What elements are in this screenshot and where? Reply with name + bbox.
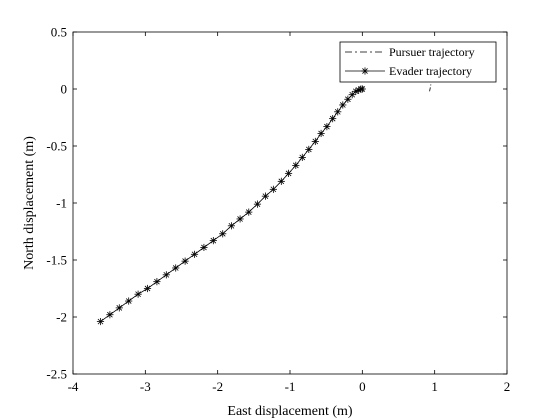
evader-point — [181, 257, 189, 265]
y-axis-label: North displacement (m) — [22, 136, 37, 270]
y-tick-label: -2 — [56, 310, 67, 325]
series-layer — [96, 83, 432, 326]
legend-box — [339, 41, 497, 83]
evader-point — [277, 177, 285, 185]
evader-point — [190, 250, 199, 258]
evader-point — [236, 215, 244, 223]
evader-point — [245, 208, 253, 216]
y-tick-label: -2.5 — [46, 367, 67, 382]
x-tick-label: 2 — [504, 379, 511, 394]
evader-point — [311, 137, 319, 146]
evader-point — [339, 101, 347, 109]
evader-point — [172, 264, 180, 272]
evader-point — [115, 304, 123, 312]
legend-evader-label: Evader trajectory — [389, 64, 472, 78]
x-tick-label: -4 — [68, 379, 79, 394]
x-tick-label: 0 — [359, 379, 366, 394]
evader-point — [344, 95, 352, 103]
evader-point — [298, 153, 306, 161]
evader-point — [358, 85, 366, 93]
evader-point — [200, 243, 208, 252]
plot-frame — [72, 31, 508, 375]
evader-point — [227, 222, 236, 230]
legend-pursuer-label: Pursuer trajectory — [389, 45, 475, 59]
legend-evader-asterisk — [361, 67, 369, 75]
evader-point — [323, 123, 331, 131]
evader-point — [143, 284, 152, 293]
x-axis-label: East displacement (m) — [227, 404, 353, 419]
y-tick-label: 0.5 — [51, 25, 67, 40]
y-tick-label: 0 — [61, 82, 68, 97]
ticks-group: -4 -3 -2 -1 0 1 2 0.5 0 -0.5 -1 -1.5 -2 -2.5 — [46, 25, 510, 395]
x-tick-label: 1 — [431, 379, 438, 394]
evader-point — [352, 87, 360, 95]
evader-point — [292, 161, 300, 169]
x-tick-label: -1 — [285, 379, 296, 394]
evader-point — [106, 311, 114, 319]
y-tick-label: -1.5 — [46, 253, 67, 268]
evader-point — [269, 185, 277, 193]
evader-point — [153, 278, 161, 286]
legend: Pursuer trajectory Evader trajectory — [339, 41, 497, 83]
legend-evader-marker — [361, 67, 369, 75]
evader-point — [334, 108, 342, 116]
evader-point — [134, 290, 142, 298]
evader-point — [125, 297, 133, 305]
evader-point — [209, 237, 217, 245]
evader-point — [284, 169, 293, 177]
x-tick-label: -3 — [140, 379, 151, 394]
y-tick-label: -0.5 — [46, 139, 67, 154]
pursuer-trajectory-line — [429, 83, 432, 92]
evader-point — [329, 115, 337, 123]
evader-point — [219, 230, 227, 238]
evader-point — [96, 317, 105, 326]
plot-background — [73, 32, 507, 374]
y-tick-label: -1 — [56, 196, 67, 211]
evader-point — [317, 129, 325, 138]
evader-point — [162, 271, 170, 279]
x-tick-label: -2 — [212, 379, 223, 394]
evader-point — [253, 200, 262, 208]
evader-point — [261, 192, 270, 200]
evader-point — [305, 145, 313, 154]
